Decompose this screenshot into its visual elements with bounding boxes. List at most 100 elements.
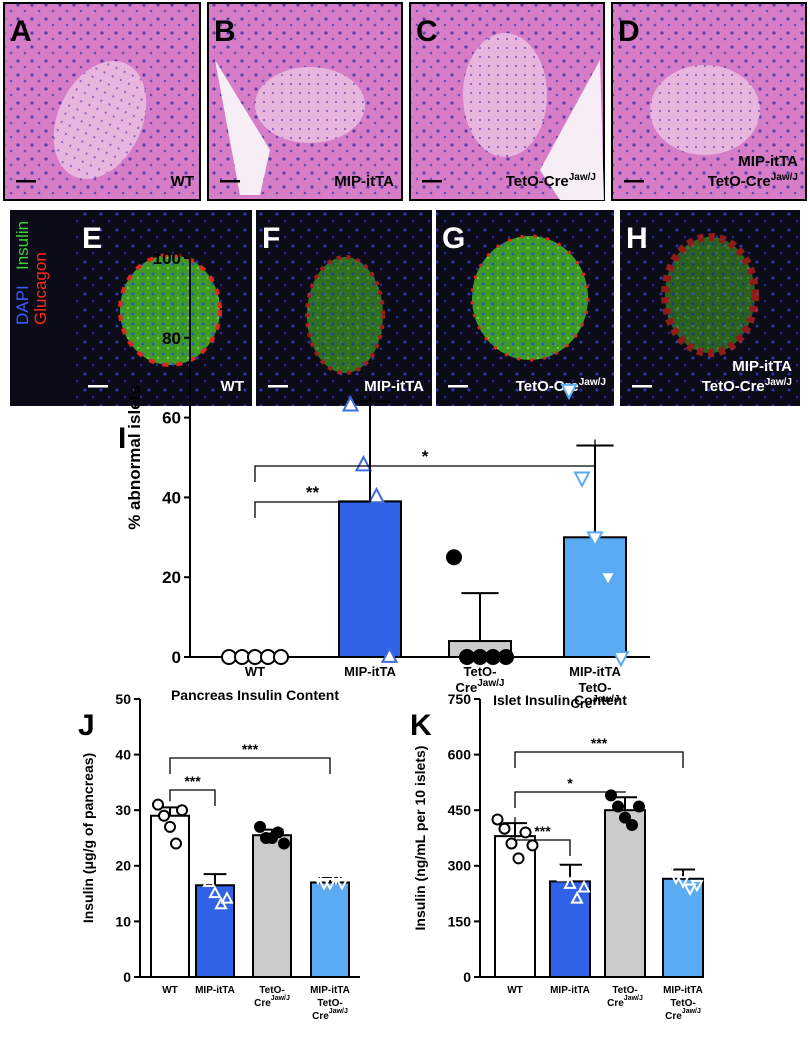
data-point xyxy=(577,879,591,893)
bar xyxy=(195,884,235,979)
label-line: WT xyxy=(171,173,194,190)
scale-bar xyxy=(422,180,442,183)
data-point xyxy=(498,822,511,835)
data-point xyxy=(459,649,475,665)
label-line: WT xyxy=(507,985,523,996)
panel-letter: B xyxy=(214,15,236,48)
scale-bar xyxy=(268,385,288,388)
label-line: MIP-itTA xyxy=(738,153,798,170)
significance-bracket xyxy=(169,789,216,806)
chart-title: Pancreas Insulin Content xyxy=(171,687,339,703)
label: TetO-CreJaw/J​ xyxy=(516,377,606,395)
panel-letter: G xyxy=(442,222,465,255)
bar xyxy=(310,881,350,978)
superscript: Jaw/J xyxy=(592,694,619,705)
significance-label: ** xyxy=(306,483,320,502)
data-point xyxy=(560,383,578,401)
label: MIP-itTA xyxy=(344,664,396,679)
y-tick-label: 20 xyxy=(115,858,131,874)
label-line: TetO- xyxy=(464,664,497,679)
label: WT xyxy=(245,664,265,679)
significance-bracket xyxy=(254,395,371,518)
data-point xyxy=(196,846,210,860)
data-point xyxy=(260,649,276,665)
label: MIP-itTA xyxy=(550,985,590,996)
data-point xyxy=(690,879,704,893)
y-tick-label: 0 xyxy=(172,648,181,667)
data-point xyxy=(556,868,570,882)
data-point xyxy=(683,883,697,897)
data-point xyxy=(498,649,514,665)
error-bar xyxy=(203,873,227,886)
data-point xyxy=(491,813,504,826)
data-point xyxy=(586,531,604,548)
superscript: Jaw/J xyxy=(271,995,290,1002)
superscript: Jaw/J xyxy=(765,377,792,388)
data-point xyxy=(220,891,234,904)
label-line: TetO-Cre xyxy=(516,378,579,395)
data-point xyxy=(247,649,263,665)
y-tick-label: 0 xyxy=(123,969,131,985)
scale-bar xyxy=(16,180,36,183)
data-point xyxy=(626,819,638,832)
significance-bracket xyxy=(514,791,626,808)
label-line: Cre xyxy=(665,1011,682,1022)
panel-letter: F xyxy=(262,222,280,255)
label: MIP-itTA xyxy=(364,378,424,395)
significance-label: * xyxy=(422,447,429,466)
y-tick-label: 50 xyxy=(115,691,131,707)
data-point xyxy=(272,826,284,839)
superscript: Jaw/J xyxy=(569,172,596,183)
y-axis-label: Insulin (μg/g of pancreas) xyxy=(80,753,96,923)
scale-bar xyxy=(624,180,644,183)
label-line: WT xyxy=(162,985,178,996)
bar xyxy=(604,809,646,979)
y-tick-label: 10 xyxy=(115,913,131,929)
chart-letter: J xyxy=(78,709,95,742)
chart-letter: K xyxy=(410,709,432,742)
significance-bracket xyxy=(169,757,331,774)
data-point xyxy=(158,809,170,822)
significance-bracket xyxy=(514,751,684,768)
y-tick-label: 0 xyxy=(463,969,471,985)
y-tick-label: 40 xyxy=(162,488,181,507)
data-point xyxy=(519,826,532,839)
data-point xyxy=(254,820,266,833)
data-point xyxy=(164,820,176,833)
label-line: MIP-itTA xyxy=(310,985,350,996)
label-line: MIP-itTA xyxy=(364,378,424,395)
y-axis-label: % abnormal islets xyxy=(125,385,144,530)
label: TetO-CreJaw/J​ xyxy=(506,172,596,190)
bar xyxy=(252,834,292,978)
label: TetO-CreJaw/J​ xyxy=(254,985,290,1009)
if-images xyxy=(10,210,800,406)
y-tick-label: 300 xyxy=(448,858,472,874)
panel-letter: E xyxy=(82,222,102,255)
chart-title: Islet Insulin Content xyxy=(493,692,627,708)
data-point xyxy=(170,837,182,850)
label-line: MIP-itTA xyxy=(663,985,703,996)
label: TetO-CreJaw/J​ xyxy=(456,664,505,695)
y-tick-label: 150 xyxy=(448,913,472,929)
label-line: TetO- xyxy=(317,998,342,1009)
data-point xyxy=(570,891,584,904)
data-point xyxy=(380,646,399,663)
superscript: Jaw/J xyxy=(771,172,798,183)
error-bar xyxy=(613,796,637,811)
data-point xyxy=(221,649,237,665)
y-tick-label: 20 xyxy=(162,568,181,587)
data-point xyxy=(335,877,349,891)
y-tick-label: 600 xyxy=(448,747,472,763)
data-point xyxy=(512,852,525,865)
superscript: Jaw/J xyxy=(624,995,643,1002)
label: MIP-itTA xyxy=(195,985,235,996)
data-point xyxy=(152,798,164,811)
bar xyxy=(563,536,627,658)
scale-bar xyxy=(632,385,652,388)
significance-label: * xyxy=(567,775,573,791)
label-line: WT xyxy=(221,378,244,395)
label-line: MIP-itTA xyxy=(732,358,792,375)
